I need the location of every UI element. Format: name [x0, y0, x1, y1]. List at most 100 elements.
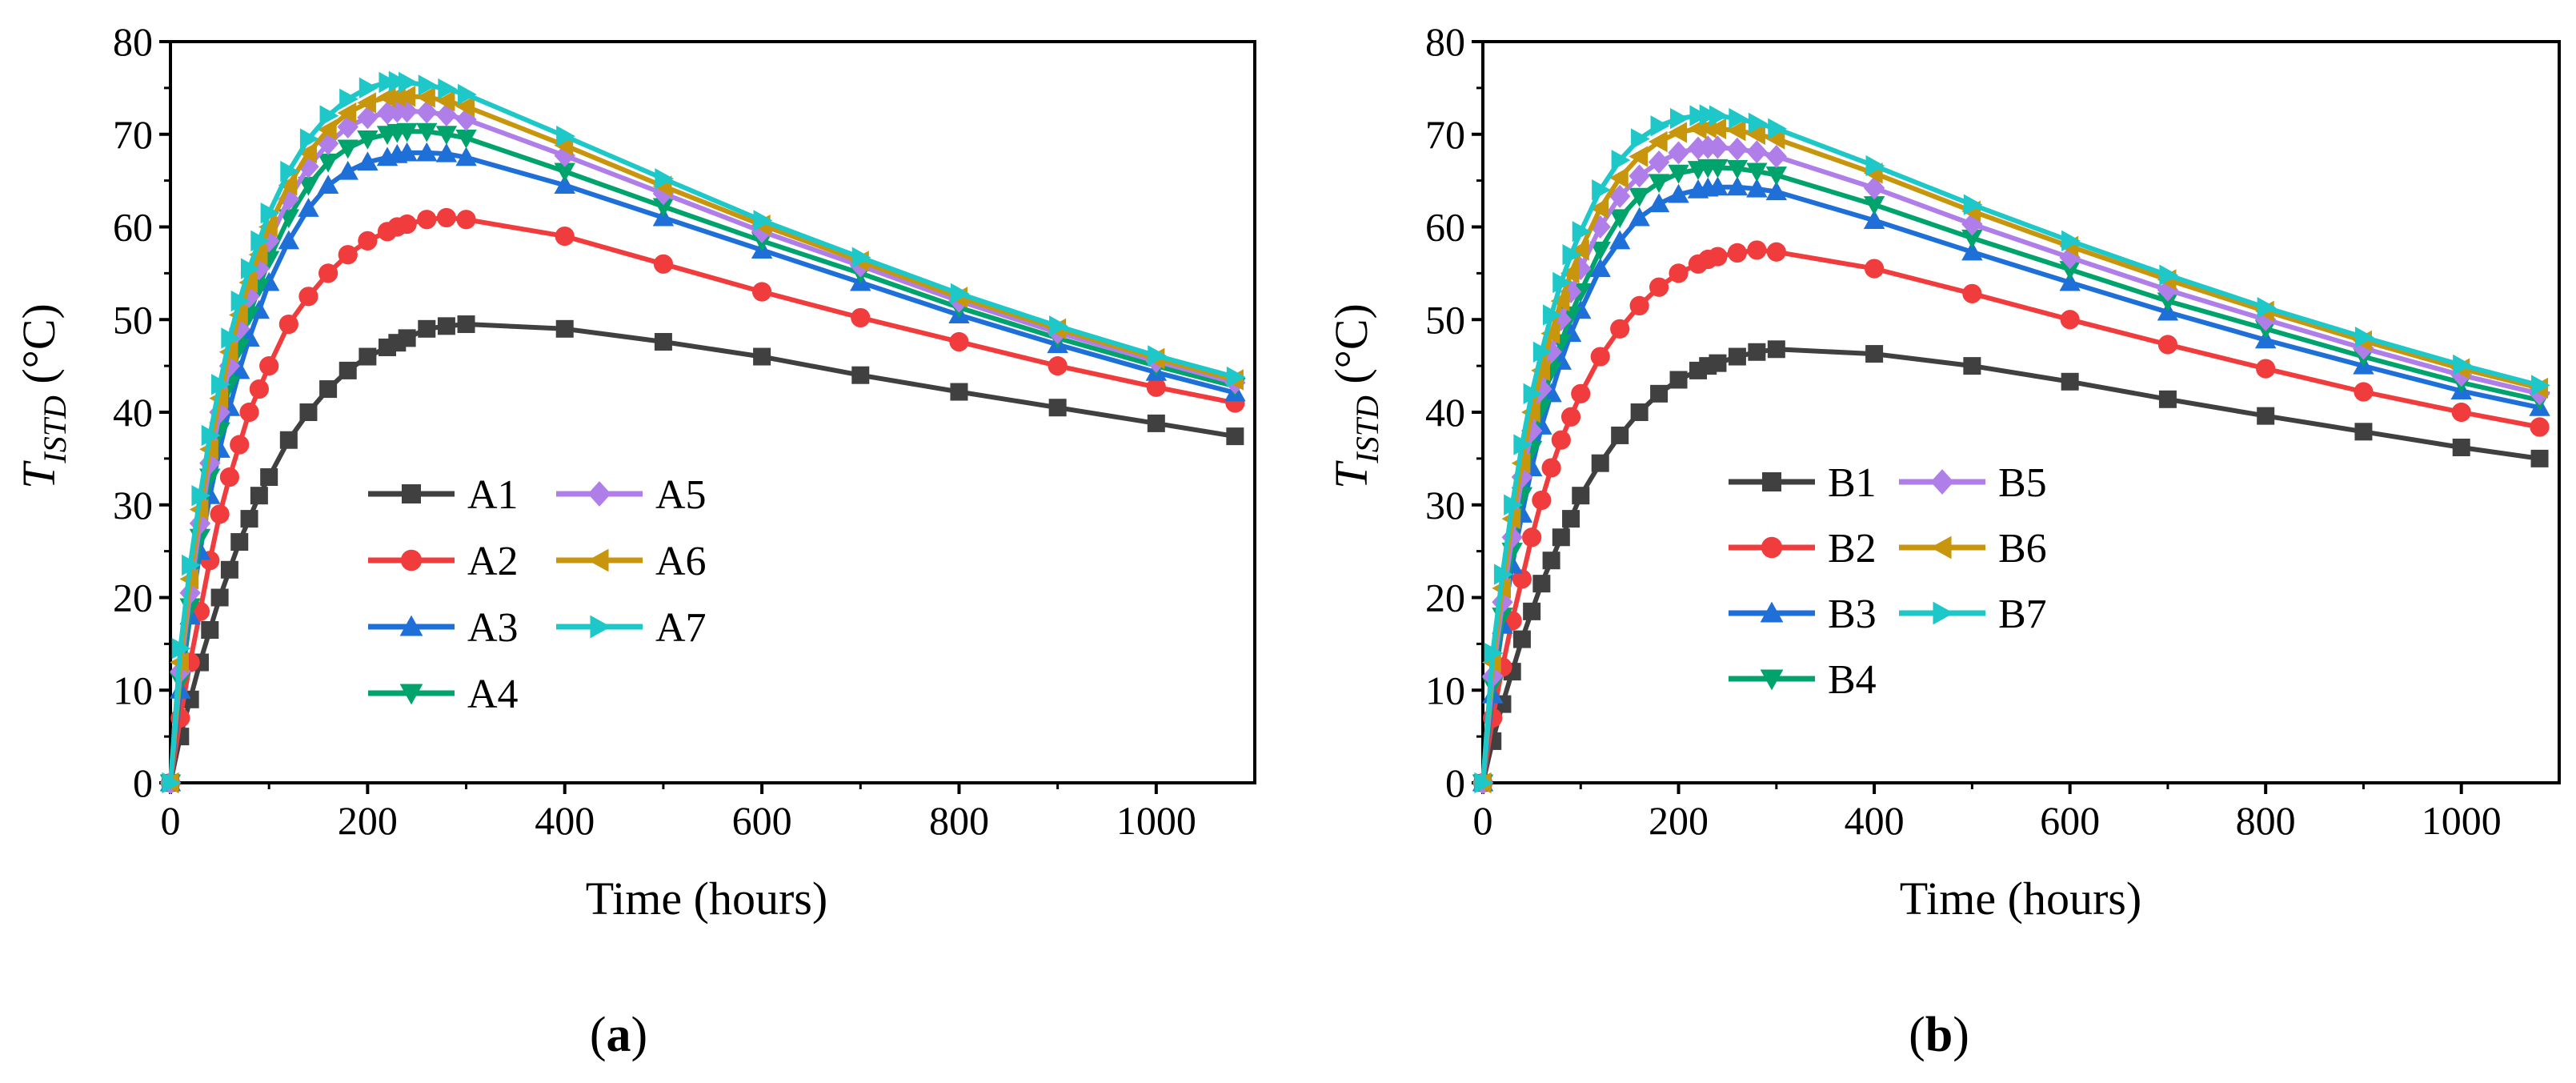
x-tick-label: 200 — [1649, 798, 1709, 843]
data-point-a5 — [455, 107, 477, 131]
data-point-b4 — [1589, 241, 1611, 261]
data-point-b5 — [1589, 215, 1611, 239]
data-point-a2 — [555, 226, 575, 247]
data-point-a5 — [357, 106, 379, 130]
data-point-a7 — [162, 772, 182, 794]
legend-marker — [1760, 669, 1784, 691]
data-point-b4 — [1707, 158, 1729, 178]
data-point-a1 — [260, 468, 278, 487]
series-a3 — [159, 142, 1246, 792]
data-point-b1 — [2158, 390, 2177, 408]
data-point-b5 — [2353, 336, 2374, 360]
legend-item-b6: B6 — [1899, 526, 2047, 572]
data-point-a5 — [218, 354, 241, 378]
data-point-b4 — [1629, 187, 1650, 207]
data-point-b7 — [1474, 772, 1494, 794]
data-point-a6 — [238, 271, 258, 294]
data-point-b7 — [1523, 383, 1543, 405]
data-point-a5 — [376, 101, 399, 125]
data-point-b5 — [1629, 164, 1650, 188]
data-point-b7 — [1611, 149, 1631, 171]
legend-marker — [587, 548, 609, 572]
data-point-b4 — [2059, 261, 2081, 280]
panel-label-a-close: ) — [631, 1008, 648, 1062]
data-point-b2 — [1766, 242, 1786, 262]
data-point-a5 — [337, 114, 359, 139]
y-axis-title-b: TISTD (°C) — [1325, 303, 1385, 489]
data-point-a1 — [299, 403, 318, 421]
data-point-a1 — [339, 361, 357, 379]
data-point-b7 — [1699, 104, 1719, 126]
data-point-a3 — [278, 230, 300, 250]
data-point-a2 — [436, 207, 457, 228]
data-point-b7 — [1748, 112, 1768, 134]
legend-marker — [399, 615, 423, 636]
data-point-b2 — [1560, 407, 1581, 427]
data-point-a1 — [240, 510, 258, 528]
data-point-b1 — [1669, 371, 1688, 389]
data-point-a2 — [318, 263, 339, 283]
data-point-a2 — [259, 356, 279, 376]
data-point-b2 — [1522, 527, 1542, 548]
data-point-b1 — [1630, 403, 1649, 421]
x-tick-label: 1000 — [1116, 798, 1196, 843]
data-point-b6 — [1629, 146, 1649, 167]
legend-marker — [402, 484, 421, 503]
y-tick-label: 30 — [1425, 483, 1465, 527]
data-point-b6 — [1668, 122, 1688, 143]
data-point-b2 — [2060, 310, 2080, 330]
series-b7 — [1474, 104, 2550, 794]
data-point-b7 — [1572, 221, 1592, 243]
data-point-b7 — [2530, 375, 2550, 396]
legend-marker — [1762, 472, 1781, 491]
data-point-b6 — [1726, 119, 1746, 142]
data-point-b5 — [1668, 141, 1689, 165]
data-point-a1 — [1048, 399, 1067, 417]
legend-b: B1 B2 B3 B4 B5 B6 B7 — [1729, 460, 2047, 703]
y-tick-label: 60 — [1425, 205, 1465, 250]
data-point-b3 — [1765, 181, 1788, 201]
data-point-a1 — [279, 431, 298, 449]
data-point-a4 — [416, 122, 438, 142]
data-point-b5 — [1765, 145, 1788, 169]
data-point-b1 — [1512, 630, 1531, 648]
data-point-b4 — [1668, 164, 1689, 184]
data-point-a7 — [1049, 315, 1068, 337]
data-point-a5 — [396, 99, 418, 123]
data-point-b7 — [1493, 564, 1513, 585]
data-point-b1 — [1963, 357, 1981, 375]
y-axis-title-a: TISTD (°C) — [13, 303, 73, 489]
data-point-b4 — [1746, 162, 1768, 183]
data-point-a4 — [396, 122, 418, 142]
data-point-b1 — [1591, 454, 1609, 472]
legend-label-b2: B2 — [1828, 526, 1877, 572]
data-point-b3 — [1707, 176, 1729, 196]
data-point-a2 — [278, 314, 298, 335]
data-point-a2 — [230, 435, 250, 455]
data-point-b7 — [1689, 105, 1709, 126]
data-point-a2 — [358, 231, 378, 251]
data-point-b3 — [1668, 183, 1689, 203]
data-point-b4 — [1863, 196, 1885, 215]
legend-item-a3: A3 — [368, 605, 519, 651]
y-tick-label: 40 — [1425, 390, 1465, 435]
data-point-b4 — [1648, 174, 1670, 194]
plot-area-a: 0 200 400 600 800 1000 0 10 20 30 40 50 60 70 80 A1 A2 A3… — [113, 19, 1256, 843]
series-a7 — [162, 70, 1246, 794]
data-point-a3 — [416, 142, 438, 162]
panel-label-a-open: ( — [590, 1008, 607, 1062]
legend-label-a6: A6 — [655, 539, 707, 584]
data-point-b4 — [1726, 160, 1749, 179]
data-point-a5 — [554, 143, 575, 167]
data-point-b1 — [1728, 347, 1746, 366]
data-point-a1 — [950, 383, 968, 401]
panel-label-b-letter: b — [1925, 1008, 1953, 1062]
legend-label-b1: B1 — [1828, 460, 1877, 506]
legend-label-b4: B4 — [1828, 657, 1877, 703]
data-point-a5 — [435, 102, 458, 126]
panel-a: 0 200 400 600 800 1000 0 10 20 30 40 50 60 70 80 A1 A2 A3… — [13, 19, 1256, 1062]
data-point-a4 — [357, 130, 379, 150]
data-point-a3 — [554, 174, 575, 194]
data-point-b7 — [1631, 128, 1650, 150]
data-point-a7 — [655, 168, 675, 190]
